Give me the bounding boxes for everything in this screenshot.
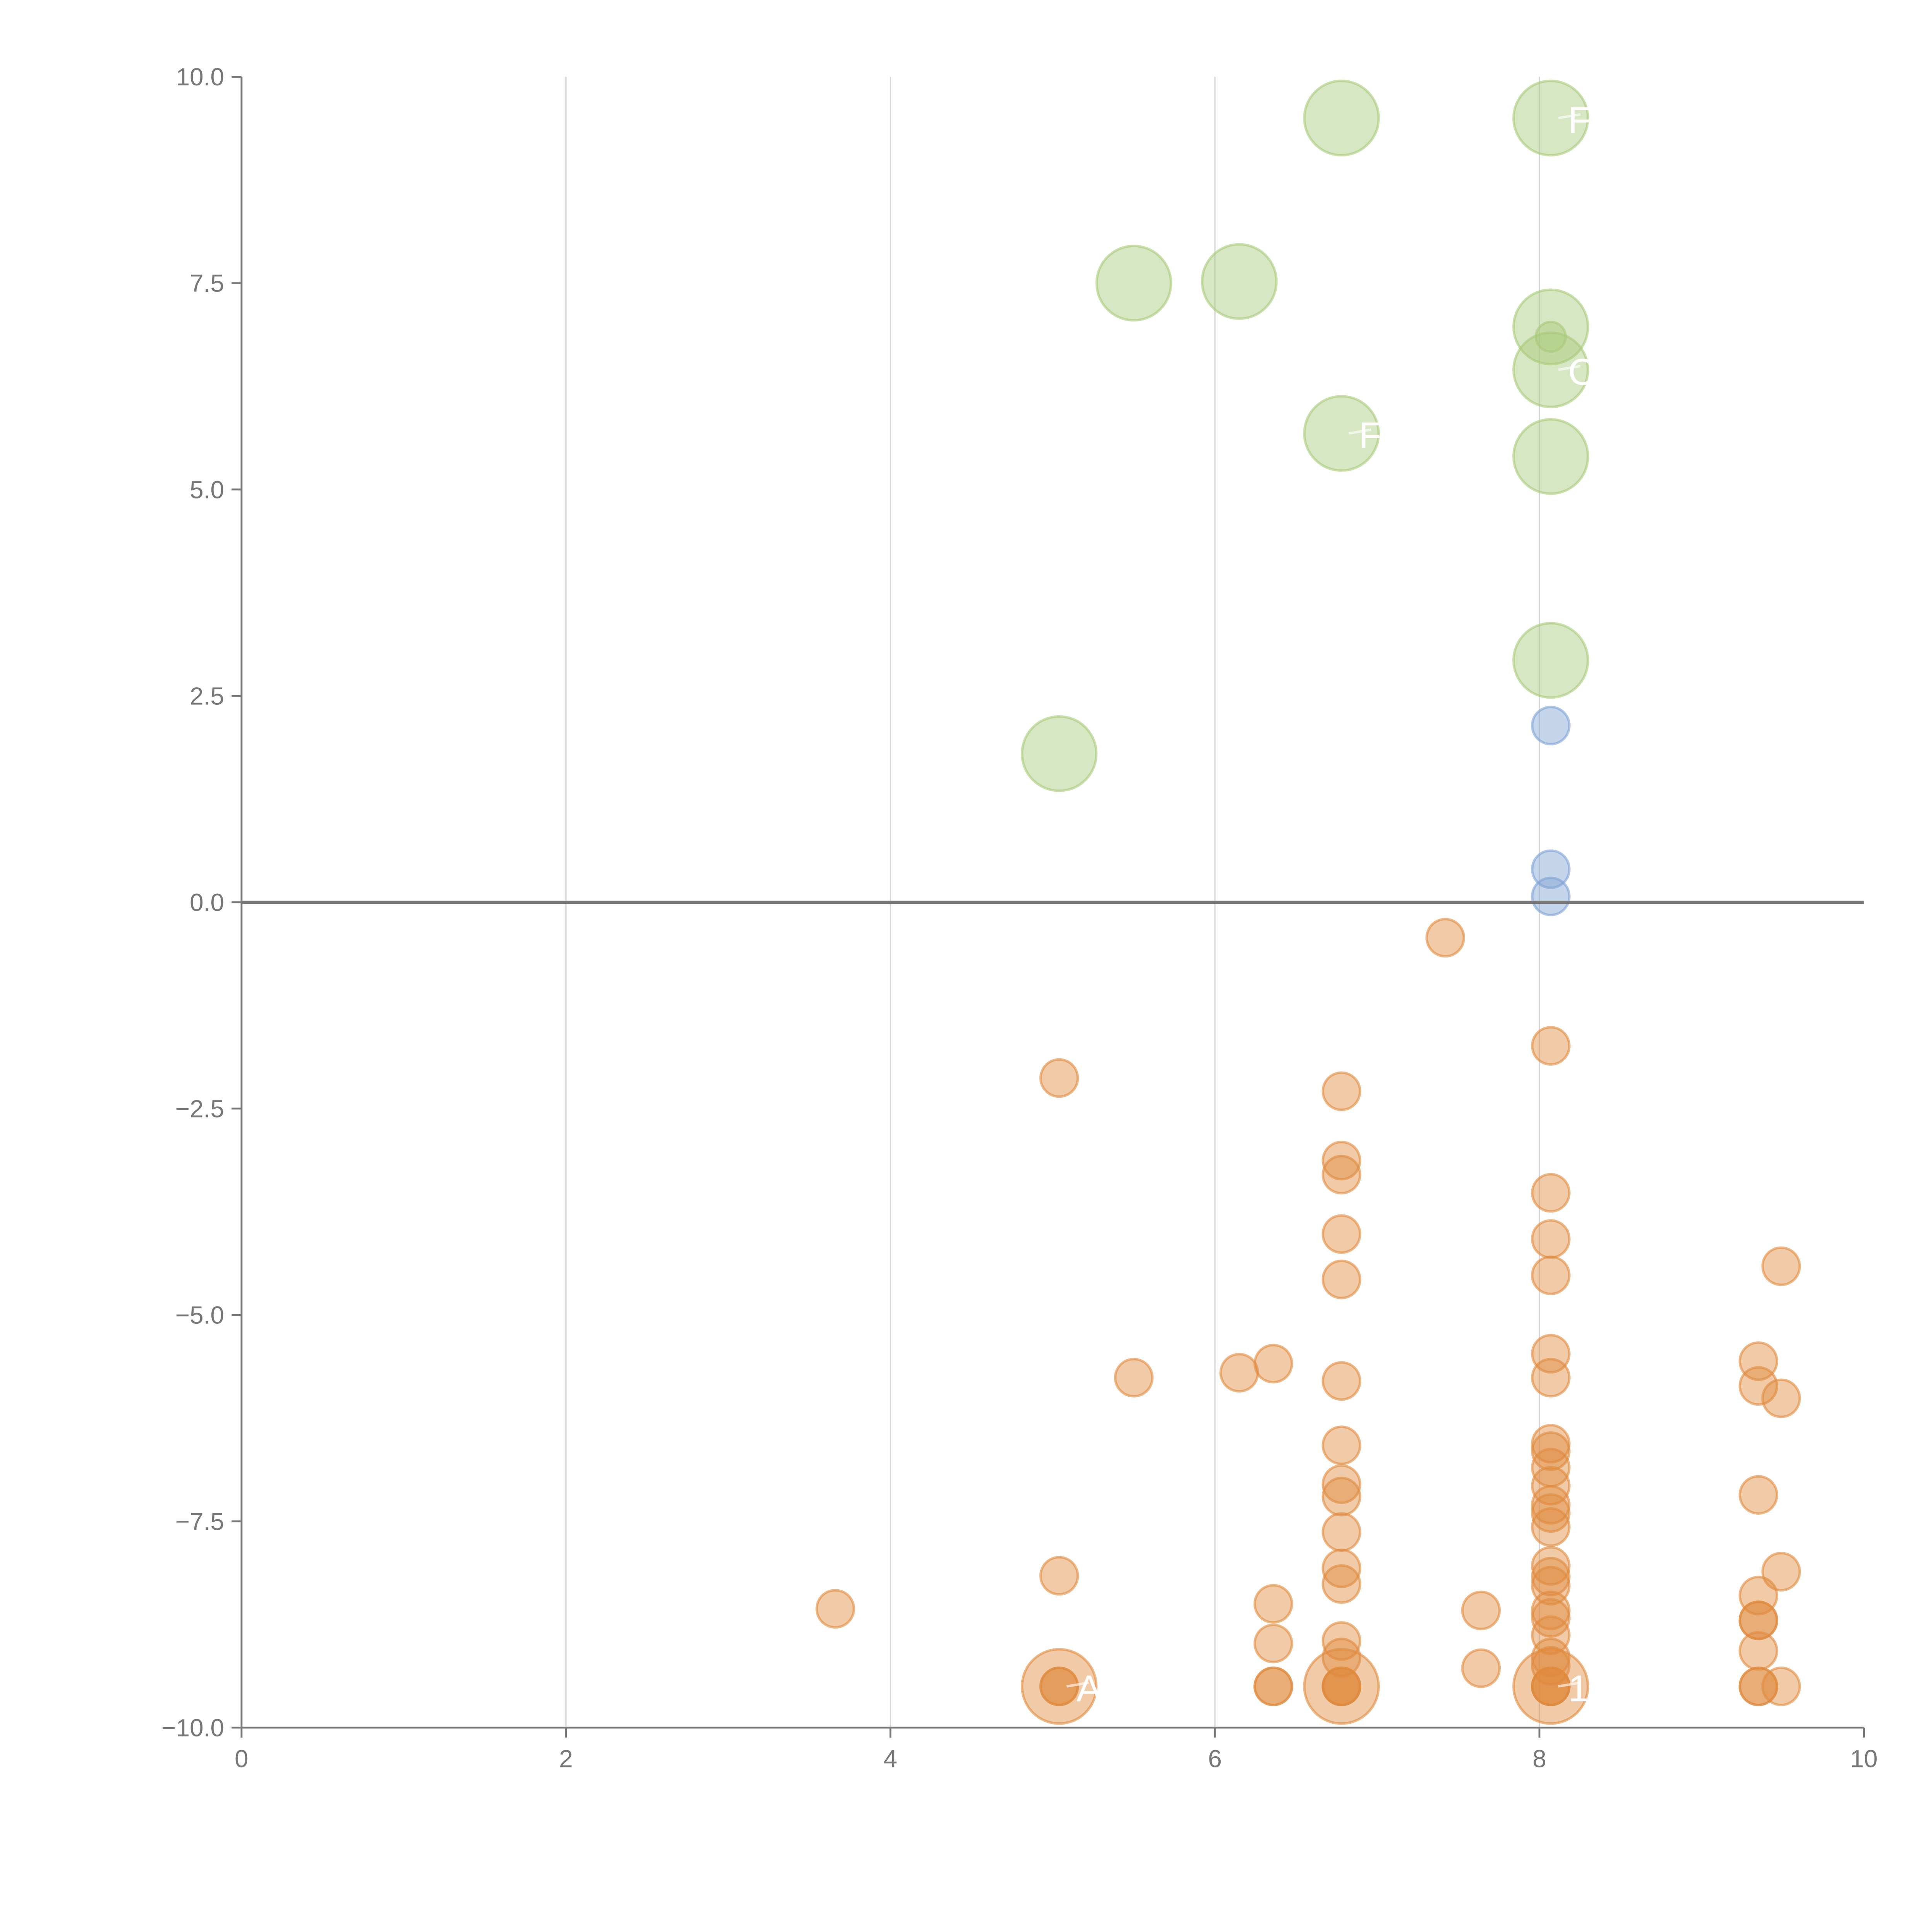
orange-point [1321, 1638, 1362, 1677]
x-tick-label: 0 [235, 1745, 248, 1773]
blue-point [1531, 876, 1571, 917]
orange-point [815, 1589, 855, 1629]
annotation-label: F [1359, 415, 1382, 456]
orange-point [1531, 1431, 1571, 1471]
orange-point [1761, 1378, 1801, 1418]
green-point [1095, 245, 1172, 322]
orange-point [1321, 1564, 1362, 1604]
orange-point [1738, 1667, 1779, 1706]
orange-point [1531, 1026, 1571, 1066]
orange-point [1531, 1556, 1571, 1597]
y-tick-label: −7.5 [175, 1508, 224, 1536]
orange-point [1321, 1548, 1362, 1588]
blue-point [1531, 849, 1571, 889]
orange-point [1321, 1667, 1362, 1706]
y-tick-label: 2.5 [190, 682, 224, 710]
orange-point [1461, 1648, 1501, 1688]
orange-point [1303, 1648, 1380, 1725]
orange-point [1321, 1512, 1362, 1552]
annotation-leader [1349, 428, 1372, 435]
green-point [1201, 243, 1278, 320]
orange-point [1039, 1667, 1079, 1706]
orange-point [1321, 1214, 1362, 1254]
annotation-leader [1558, 365, 1581, 371]
orange-point [1531, 1615, 1571, 1655]
x-tick-label: 8 [1532, 1745, 1546, 1773]
data-points [815, 80, 1801, 1725]
orange-point [1020, 1648, 1098, 1725]
orange-point [1114, 1358, 1154, 1398]
y-tick-label: 7.5 [190, 269, 224, 297]
annotations: A 1 F F C [1077, 100, 1595, 1709]
orange-point [1531, 1493, 1571, 1533]
orange-point [1253, 1584, 1293, 1624]
x-tick-label: 6 [1208, 1745, 1222, 1773]
orange-point [1531, 1358, 1571, 1398]
green-point [1512, 288, 1589, 366]
annotation-label: F [1568, 100, 1591, 141]
green-point [1512, 622, 1589, 699]
orange-point [1253, 1344, 1293, 1384]
orange-point [1761, 1667, 1801, 1706]
orange-point [1321, 1155, 1362, 1195]
y-tick-label: −2.5 [175, 1095, 224, 1122]
orange-point [1425, 918, 1465, 958]
orange-point [1461, 1590, 1501, 1631]
annotation-leader [1558, 1681, 1581, 1688]
orange-point [1531, 1173, 1571, 1213]
orange-point [1039, 1058, 1079, 1098]
green-point [1512, 418, 1589, 495]
x-tick-label: 10 [1850, 1745, 1878, 1773]
orange-point [1531, 1485, 1571, 1525]
x-tick-label: 2 [559, 1745, 573, 1773]
orange-point [1253, 1667, 1293, 1706]
orange-point [1321, 1476, 1362, 1517]
orange-point [1761, 1246, 1801, 1286]
annotation-leaders [1066, 113, 1581, 1688]
orange-point [1039, 1556, 1079, 1596]
orange-point [1738, 1366, 1779, 1406]
orange-point [1531, 1598, 1571, 1638]
y-tick-label: 5.0 [190, 476, 224, 503]
orange-point [1738, 1600, 1779, 1640]
orange-point [1512, 1648, 1589, 1725]
y-tick-label: 10.0 [176, 63, 224, 91]
orange-point [1321, 1425, 1362, 1465]
green-point [1512, 80, 1589, 156]
orange-point [1761, 1552, 1801, 1592]
orange-point [1321, 1141, 1362, 1180]
orange-point [1738, 1631, 1779, 1671]
green-point [1303, 80, 1380, 156]
blue-point [1531, 706, 1571, 746]
annotation-label: C [1568, 352, 1595, 393]
green-point [1512, 331, 1589, 408]
orange-point [1321, 1071, 1362, 1111]
orange-point [1531, 1255, 1571, 1295]
orange-point [1531, 1667, 1571, 1706]
annotation-label: A [1077, 1668, 1101, 1709]
orange-point [1531, 1334, 1571, 1374]
y-tick-label: −10.0 [162, 1714, 224, 1742]
annotation-leader [1066, 1681, 1089, 1688]
axes: 0 2 4 6 8 10 10.0 7.5 5.0 2.5 0.0 −2.5 −5.0 −7.5 −10.0 [162, 63, 1878, 1773]
orange-point [1219, 1353, 1259, 1393]
orange-point [1531, 1507, 1571, 1547]
annotation-label: 1 [1568, 1668, 1588, 1709]
y-tick-label: −5.0 [175, 1301, 224, 1329]
y-tick-label: 0.0 [190, 888, 224, 916]
orange-point [1738, 1475, 1779, 1515]
orange-point [1253, 1623, 1293, 1663]
orange-point [1531, 1219, 1571, 1259]
orange-point [1531, 1646, 1571, 1686]
annotation-leader [1558, 113, 1581, 119]
orange-point [1321, 1259, 1362, 1299]
orange-point [1321, 1464, 1362, 1504]
green-point [1303, 395, 1380, 472]
orange-point [1531, 1638, 1571, 1677]
orange-point [1321, 1361, 1362, 1401]
green-point [1020, 715, 1098, 792]
x-tick-label: 4 [884, 1745, 898, 1773]
